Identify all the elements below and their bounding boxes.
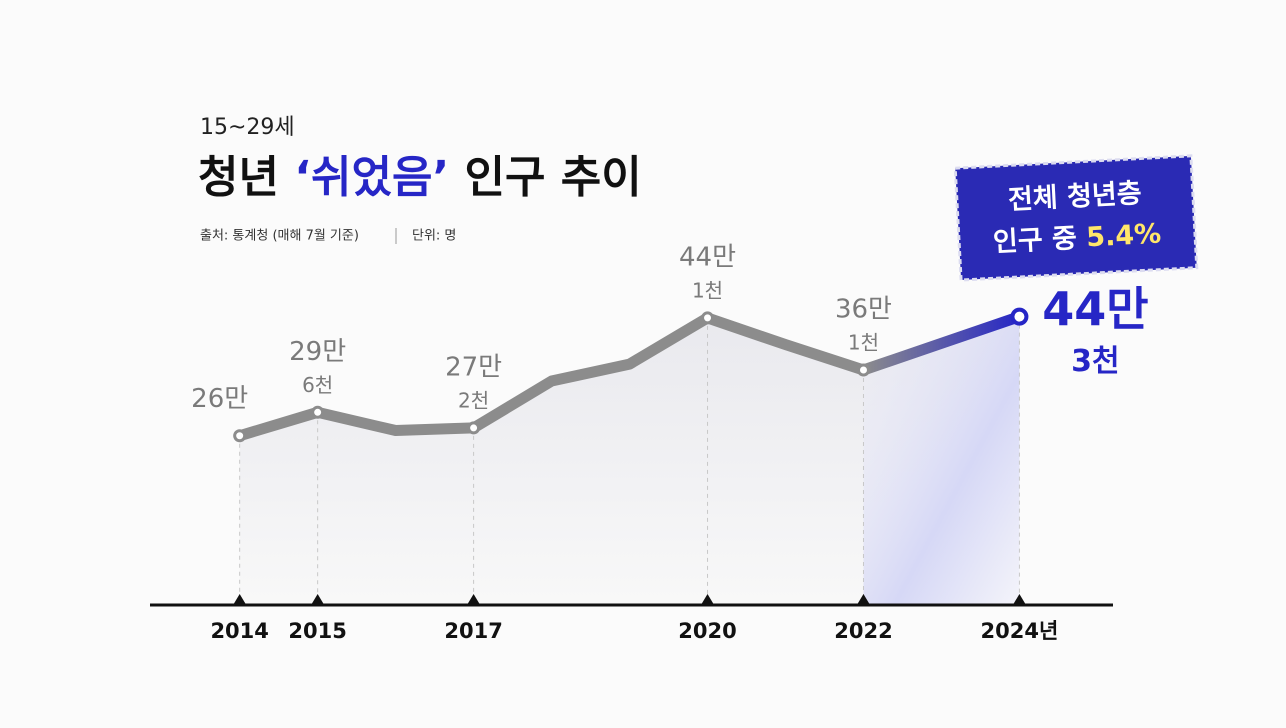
x-tick (857, 594, 870, 604)
x-tick (1013, 594, 1026, 604)
x-tick-label: 2020 (678, 619, 736, 643)
value-label: 6천 (302, 373, 333, 397)
value-label: 2천 (458, 388, 489, 412)
point (311, 405, 325, 419)
unit: 단위: 명 (412, 229, 456, 244)
line-highlight (861, 311, 1022, 376)
x-tick-label: 2014 (210, 619, 268, 643)
x-tick-label: 2024년 (981, 619, 1059, 643)
subtitle: 15~29세 (200, 115, 295, 140)
title-part: 인구 추이 (465, 152, 642, 203)
line (238, 312, 866, 442)
plot: 2014 2015 2017 2020 2022 2024년 26만 29만 6천 27만 2천 44… (150, 242, 1149, 643)
value-label: 3천 (1071, 344, 1119, 379)
value-label: 27만 (445, 352, 502, 382)
title-part: 청년 (198, 152, 279, 203)
area-highlight (863, 316, 1020, 605)
x-tick (467, 594, 480, 604)
badge-text: 인구 중 5.4% (992, 218, 1162, 258)
title-part: ‘쉬었음’ (294, 152, 449, 203)
badge-text: 전체 청년층 (1007, 178, 1142, 216)
x-tick (311, 594, 324, 604)
point (1010, 307, 1029, 326)
point (467, 421, 481, 435)
badge-highlight: 5.4% (1085, 218, 1161, 253)
x-tick-label: 2015 (288, 619, 346, 643)
value-label: 26만 (191, 384, 248, 414)
x-tick (701, 594, 714, 604)
value-label: 36만 (835, 294, 892, 324)
point (233, 429, 247, 443)
point (856, 363, 870, 377)
badge: 전체 청년층 인구 중 5.4% (953, 154, 1199, 282)
value-label: 1천 (848, 330, 879, 354)
x-tick-label: 2022 (834, 619, 892, 643)
chart-title: 청년 ‘쉬었음’ 인구 추이 (198, 152, 642, 203)
value-label: 44만 (679, 242, 736, 272)
value-label: 1천 (692, 278, 723, 302)
value-label: 44만 (1042, 282, 1148, 336)
badge-text: 인구 중 (992, 222, 1077, 257)
value-label: 29만 (289, 337, 346, 367)
point (701, 311, 715, 325)
source: 출처: 통계청 (매해 7월 기준) (200, 229, 359, 244)
x-tick-label: 2017 (444, 619, 502, 643)
badge-box (953, 154, 1199, 282)
area (239, 316, 1020, 605)
x-tick (233, 594, 246, 604)
